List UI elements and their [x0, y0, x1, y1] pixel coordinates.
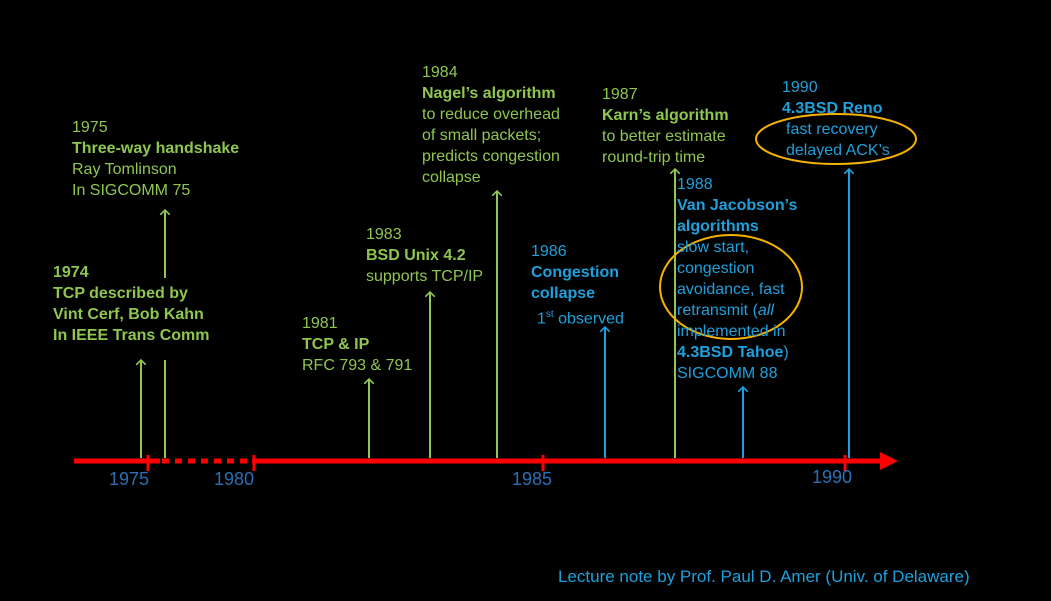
event-1974: 1974 TCP described by Vint Cerf, Bob Kah… [53, 262, 209, 346]
event-1984-year: 1984 [422, 64, 458, 81]
event-1983-year: 1983 [366, 226, 402, 243]
highlight-ellipse-1990 [755, 113, 917, 165]
event-1986-first: 1 [537, 310, 546, 328]
event-1988-line8a: 4.3BSD Tahoe [677, 344, 784, 361]
axis-arrowhead [880, 452, 898, 470]
event-1975-title: Three-way handshake [72, 140, 240, 157]
event-1986-title1: Congestion [531, 264, 619, 281]
event-1990-line2: fast recovery [786, 121, 878, 138]
event-1986: 1986 Congestion collapse 1st observed [531, 241, 624, 329]
event-1986-title2: collapse [531, 285, 596, 302]
event-1974-line3: In IEEE Trans Comm [53, 327, 210, 344]
event-1975: 1975 Three-way handshake Ray Tomlinson I… [72, 117, 239, 201]
event-1981-line2: RFC 793 & 791 [302, 357, 413, 374]
axis-label-1975: 1975 [109, 469, 150, 489]
event-1983: 1983 BSD Unix 4.2 supports TCP/IP [366, 224, 483, 287]
event-1983-title: BSD Unix 4.2 [366, 247, 466, 264]
event-1983-line2: supports TCP/IP [366, 268, 484, 285]
axis-label-1990: 1990 [812, 467, 853, 487]
event-1990: 1990 4.3BSD Reno fast recovery delayed A… [782, 77, 890, 161]
event-1984-line4: predicts congestion [422, 148, 560, 165]
event-1984-title: Nagel’s algorithm [422, 85, 556, 102]
event-1988-line8: 4.3BSD Tahoe) [677, 342, 797, 363]
event-1974-year: 1974 [53, 264, 89, 281]
axis-label-1985: 1985 [512, 469, 553, 489]
axis-label-1980: 1980 [214, 469, 255, 489]
event-1984-line5: collapse [422, 169, 481, 186]
highlight-ellipse-1988 [659, 234, 803, 340]
event-1981-year: 1981 [302, 315, 338, 332]
event-1984-line3: of small packets; [422, 127, 542, 144]
event-1984: 1984 Nagel’s algorithm to reduce overhea… [422, 62, 560, 188]
event-1986-observed-line: 1st observed [531, 304, 624, 329]
event-1988-line3: slow start, [677, 239, 750, 256]
event-1975-year: 1975 [72, 119, 108, 136]
event-1975-line3: In SIGCOMM 75 [72, 182, 191, 199]
event-1987: 1987 Karn’s algorithm to better estimate… [602, 84, 729, 168]
event-1988-line7: implemented in [677, 323, 786, 340]
event-1990-year: 1990 [782, 79, 818, 96]
event-1988-line5: avoidance, fast [677, 281, 785, 298]
event-1988-year: 1988 [677, 176, 713, 193]
event-1988: 1988 Van Jacobson’s algorithms slow star… [677, 174, 797, 384]
credit-note: Lecture note by Prof. Paul D. Amer (Univ… [558, 567, 970, 586]
event-1987-line3: round-trip time [602, 149, 706, 166]
event-1988-line4: congestion [677, 260, 755, 277]
event-1984-line2: to reduce overhead [422, 106, 560, 123]
event-1988-line9: SIGCOMM 88 [677, 365, 778, 382]
event-1986-observed: observed [553, 310, 624, 328]
event-1988-line6a: retransmit ( [677, 302, 758, 319]
event-1987-line2: to better estimate [602, 128, 726, 145]
event-1988-line8b: ) [783, 344, 789, 361]
event-1988-line6: retransmit (all [677, 300, 797, 321]
event-1974-title: TCP described by [53, 285, 188, 302]
event-1990-line3: delayed ACK’s [786, 142, 890, 159]
event-1974-line2: Vint Cerf, Bob Kahn [53, 306, 204, 323]
event-1987-year: 1987 [602, 86, 638, 103]
event-1988-title1: Van Jacobson’s [677, 197, 798, 214]
event-1988-title2: algorithms [677, 218, 759, 235]
event-1981: 1981 TCP & IP RFC 793 & 791 [302, 313, 412, 376]
event-1988-line6b: all [757, 302, 774, 319]
event-1981-title: TCP & IP [302, 336, 370, 353]
event-1987-title: Karn’s algorithm [602, 107, 729, 124]
event-1986-sup: st [545, 309, 554, 320]
event-1975-line2: Ray Tomlinson [72, 161, 177, 178]
event-1990-title: 4.3BSD Reno [782, 100, 883, 117]
event-1986-year: 1986 [531, 243, 567, 260]
